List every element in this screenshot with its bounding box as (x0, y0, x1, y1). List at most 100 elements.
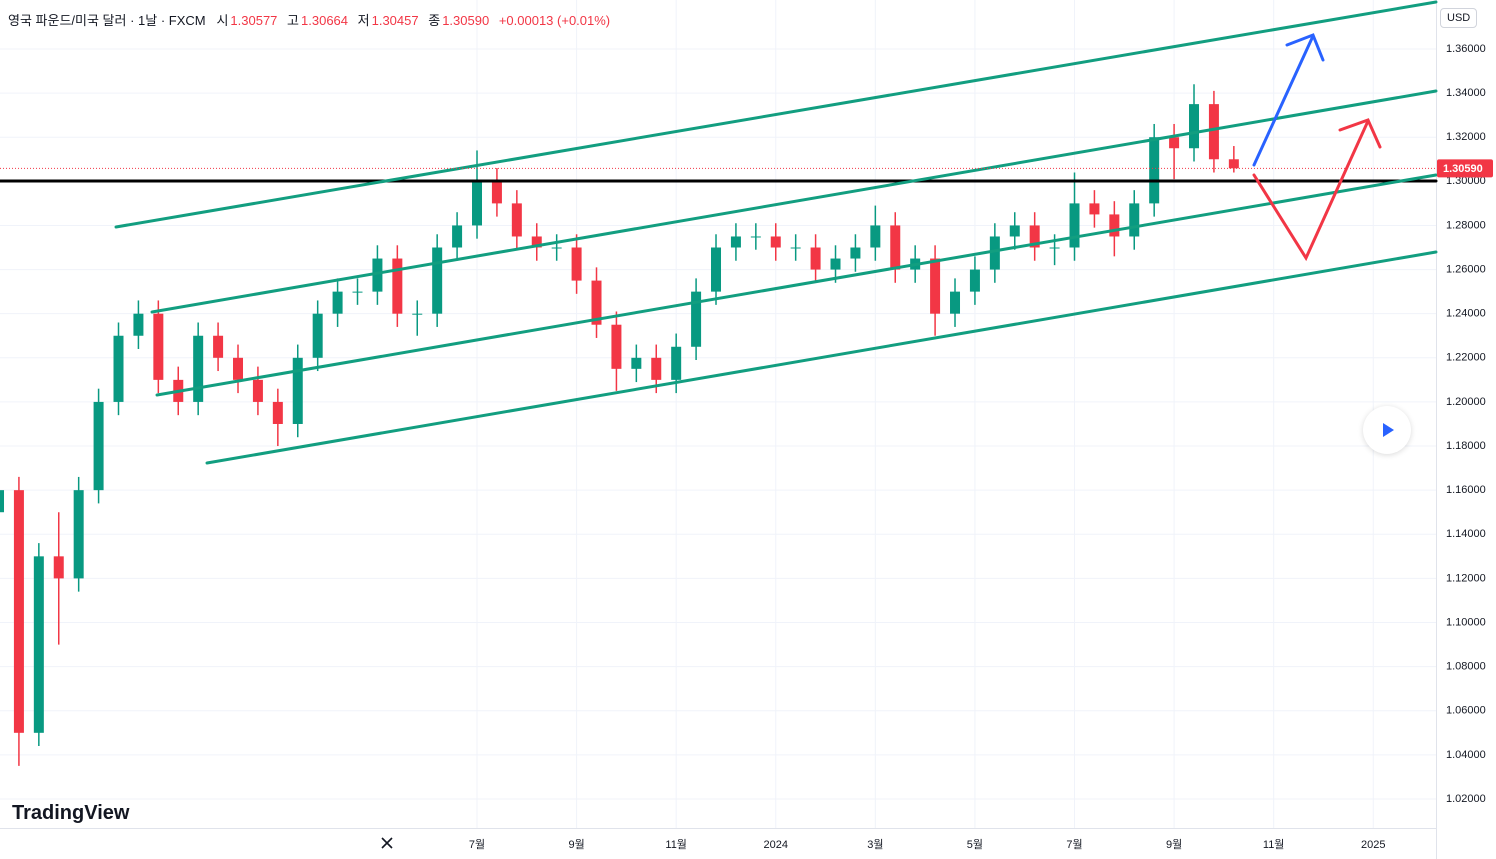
candle-body (551, 247, 562, 249)
candle-body (1129, 203, 1140, 237)
candle-body (1109, 214, 1120, 237)
candle-body (1069, 203, 1080, 248)
candle-body (472, 181, 483, 226)
title: 영국 파운드/미국 달러 · 1날 · FXCM (8, 13, 206, 28)
candle-body (830, 258, 841, 270)
candle-body (1189, 104, 1200, 149)
scenario-arrow (1252, 119, 1370, 262)
candle-body (272, 401, 283, 424)
candle-body (511, 203, 522, 237)
candle-body (770, 236, 781, 248)
candle-body (591, 280, 602, 325)
y-tick-label: 1.22000 (1446, 352, 1486, 364)
last-price-tag (1437, 159, 1493, 178)
candle-body (233, 357, 244, 380)
candle-body (372, 258, 383, 292)
y-tick-label: 1.10000 (1446, 616, 1486, 628)
candle-body (252, 379, 263, 402)
change-value: +0.00013 (+0.01%) (498, 13, 611, 28)
header: 영국 파운드/미국 달러 · 1날 · FXCM 시 1.30577 고 1.306… (8, 10, 616, 29)
x-tick-label: 7월 (1066, 838, 1082, 851)
open-label: 시 (216, 13, 229, 28)
candle-body (711, 247, 722, 292)
candle-body (412, 313, 423, 315)
candle-body (870, 225, 881, 248)
trend-line (114, 0, 1438, 229)
x-tick-label: 11월 (1263, 838, 1285, 851)
candle-body (133, 313, 144, 336)
candle-body (890, 225, 901, 270)
last-price-label: 1.30590 (1443, 163, 1483, 175)
candle-body (651, 357, 662, 380)
candle-body (691, 291, 702, 347)
candle-body (631, 357, 642, 369)
candle-body (452, 225, 463, 248)
y-tick-label: 1.34000 (1446, 87, 1486, 99)
x-tick-label: 11월 (665, 838, 687, 851)
y-tick-label: 1.02000 (1446, 793, 1486, 805)
low-label: 저 (357, 13, 370, 28)
y-tick-label: 1.08000 (1446, 661, 1486, 673)
x-tick-label: 9월 (1166, 838, 1182, 851)
candle-body (33, 556, 44, 733)
high-value: 1.30664 (301, 13, 349, 28)
y-tick-label: 1.18000 (1446, 440, 1486, 452)
candle-body (671, 346, 682, 380)
candle-body (73, 490, 84, 579)
candle-body (53, 556, 64, 579)
candle-body (193, 335, 204, 402)
y-tick-label: 1.30000 (1446, 175, 1486, 187)
candle-body (850, 247, 861, 259)
y-tick-label: 1.36000 (1446, 43, 1486, 55)
x-tick-label: 5월 (967, 838, 983, 851)
candle-body (1208, 104, 1219, 160)
candle-body (810, 247, 821, 270)
y-tick-label: 1.14000 (1446, 528, 1486, 540)
close-icon[interactable] (381, 837, 393, 849)
candle-body (531, 236, 542, 248)
candle-body (1049, 247, 1060, 249)
candle-body (432, 247, 443, 314)
candle-body (989, 236, 1000, 270)
close-label: 종 (428, 13, 441, 28)
play-button[interactable] (1363, 406, 1411, 454)
high-label: 고 (287, 13, 300, 28)
low-value: 1.30457 (371, 13, 419, 28)
candle-body (1228, 159, 1239, 169)
axes: 1.02000 1.04000 1.06000 1.08000 1.10000 1.120… (0, 43, 1493, 851)
candle-body (571, 247, 582, 281)
y-tick-label: 1.28000 (1446, 219, 1486, 231)
candle-body (1169, 137, 1180, 149)
x-tick-label: 2024 (764, 839, 788, 851)
candle-body (611, 324, 622, 369)
candle-body (730, 236, 741, 248)
up-arrow-head (1285, 33, 1325, 62)
y-tick-label: 1.04000 (1446, 749, 1486, 761)
candle-body (352, 291, 363, 293)
trend-line (155, 173, 1438, 397)
candle-body (1089, 203, 1100, 215)
candle-body (750, 236, 761, 238)
scenario-arrow-head (1338, 118, 1382, 149)
candle-body (392, 258, 403, 314)
y-tick-label: 1.32000 (1446, 131, 1486, 143)
play-icon (1383, 423, 1394, 437)
drawings (0, 0, 1438, 465)
x-tick-label: 2025 (1361, 839, 1385, 851)
watermark: TradingView (12, 802, 130, 824)
candle-body (213, 335, 224, 358)
y-tick-label: 1.20000 (1446, 396, 1486, 408)
candle-body (113, 335, 124, 402)
y-tick-label: 1.26000 (1446, 263, 1486, 275)
candle-body (13, 490, 24, 733)
candle-body (332, 291, 343, 314)
price-axis-bg (1436, 0, 1496, 859)
candle-body (1029, 225, 1040, 248)
candle-body (292, 357, 303, 424)
grid (0, 0, 1436, 828)
currency-button[interactable]: USD (1440, 8, 1478, 28)
candle-body (0, 490, 5, 513)
candle-body (93, 401, 104, 491)
